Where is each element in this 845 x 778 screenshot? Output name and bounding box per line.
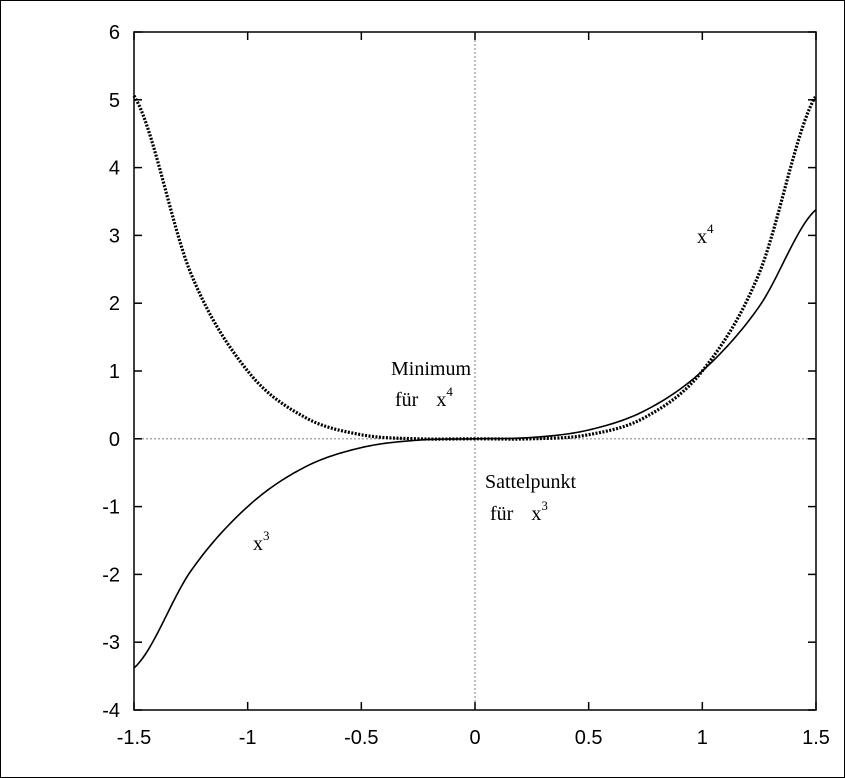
x-tick-label: 0 <box>469 727 480 749</box>
y-tick-label: -3 <box>102 632 120 654</box>
x-tick-label: -1.5 <box>117 727 151 749</box>
series-x4-line <box>132 94 818 441</box>
x-tick-label: 0.5 <box>575 727 603 749</box>
y-tick-label: 6 <box>109 22 120 44</box>
y-tick-label: 0 <box>109 429 120 451</box>
annotation-sattelpunkt-line1: Sattelpunkt <box>485 471 577 493</box>
y-tick-label: 5 <box>109 90 120 112</box>
annotation-minimum-line2: für x4 <box>395 384 453 411</box>
y-tick-label: 1 <box>109 361 120 383</box>
annotation-x4: x4 <box>697 221 714 248</box>
y-tick-label: -2 <box>102 564 120 586</box>
series-layer <box>132 94 818 669</box>
y-tick-label: 2 <box>109 293 120 315</box>
y-tick-label: 3 <box>109 225 120 247</box>
axis-ticks: -1.5 -1 -0.5 0 0.5 1 1.5 6 5 4 3 2 1 0 -1 -2 -3 -4 <box>102 22 830 749</box>
x-tick-label: -0.5 <box>344 727 378 749</box>
y-tick-label: -4 <box>102 700 120 722</box>
x-tick-label: -1 <box>239 727 257 749</box>
x-tick-label: 1.5 <box>802 727 830 749</box>
x-tick-label: 1 <box>697 727 708 749</box>
annotation-x3: x3 <box>253 528 270 555</box>
y-tick-label: 4 <box>109 158 120 180</box>
annotation-sattelpunkt-line2: für x3 <box>490 498 548 525</box>
y-tick-label: -1 <box>102 497 120 519</box>
series-x3-line <box>133 209 817 669</box>
annotation-minimum-line1: Minimum <box>391 358 471 380</box>
